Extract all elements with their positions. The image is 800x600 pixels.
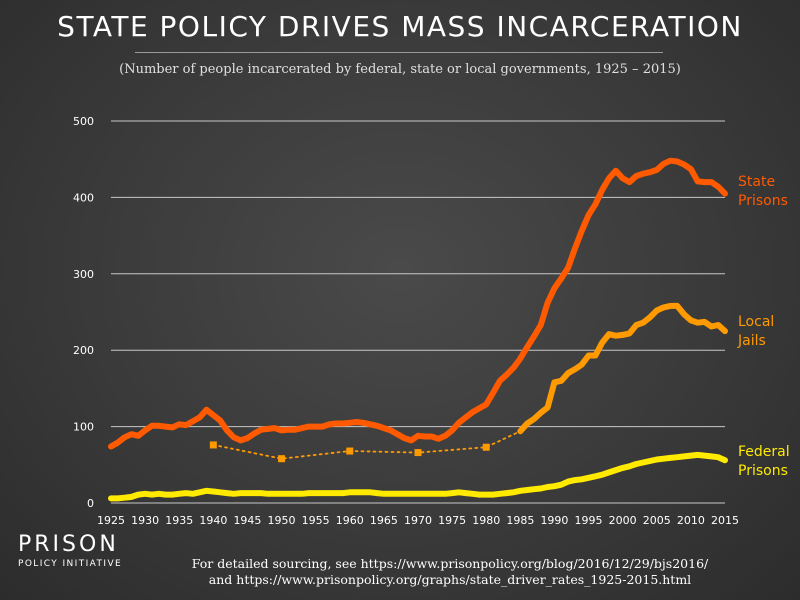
x-tick-label: 1925	[97, 514, 125, 527]
chart-title: STATE POLICY DRIVES MASS INCARCERATION	[57, 10, 743, 43]
series-lines	[108, 157, 728, 502]
logo-sub-text: POLICY INITIATIVE	[18, 559, 123, 569]
prison-policy-initiative-logo: PRISON POLICY INITIATIVE	[18, 532, 122, 570]
local-jails-marker	[346, 447, 354, 455]
x-tick-label: 1960	[336, 514, 364, 527]
title-divider	[135, 52, 663, 53]
series-label-federal-prisons: Federal	[738, 444, 790, 460]
local-jails-marker	[482, 443, 490, 451]
y-tick-label: 100	[73, 421, 94, 434]
y-axis-ticks: 0 100 200 300 400 500	[73, 115, 94, 510]
series-line-local-jails	[517, 302, 728, 435]
y-tick-label: 200	[73, 344, 94, 357]
x-tick-label: 2000	[609, 514, 637, 527]
x-tick-label: 1985	[506, 514, 534, 527]
y-tick-label: 0	[87, 497, 94, 510]
series-line-state-prisons	[108, 157, 728, 450]
series-label-local-jails: Local	[738, 314, 774, 330]
x-axis-ticks: 1925 1930 1935 1940 1945 1950 1955 1960 1965 1970…	[97, 514, 739, 527]
chart-subtitle: (Number of people incarcerated by federa…	[119, 62, 681, 77]
x-tick-label: 1980	[472, 514, 500, 527]
x-tick-label: 1990	[540, 514, 568, 527]
x-tick-label: 1970	[404, 514, 432, 527]
x-tick-label: 1940	[199, 514, 227, 527]
x-tick-label: 1965	[370, 514, 398, 527]
local-jails-marker	[414, 449, 422, 457]
x-tick-label: 1955	[302, 514, 330, 527]
x-tick-label: 1995	[575, 514, 603, 527]
x-tick-label: 2010	[677, 514, 705, 527]
source-line-2: and https://www.prisonpolicy.org/graphs/…	[208, 572, 692, 587]
grid-lines	[111, 120, 725, 504]
series-labels: State Prisons Local Jails Federal Prisons	[737, 174, 790, 479]
series-label-federal-prisons: Prisons	[738, 463, 788, 479]
logo-main-text: PRISON	[18, 532, 119, 557]
x-tick-label: 1975	[438, 514, 466, 527]
source-line-1: For detailed sourcing, see https://www.p…	[191, 556, 709, 571]
series-line-federal-prisons	[108, 451, 728, 502]
x-tick-label: 1945	[233, 514, 261, 527]
series-label-state-prisons: State	[738, 174, 775, 190]
source-note: For detailed sourcing, see https://www.p…	[170, 556, 730, 588]
x-tick-label: 1950	[268, 514, 296, 527]
x-tick-label: 2015	[711, 514, 739, 527]
local-jails-marker	[278, 455, 286, 463]
local-jails-marker	[209, 441, 217, 449]
y-tick-label: 300	[73, 268, 94, 281]
x-tick-label: 2005	[643, 514, 671, 527]
y-tick-label: 500	[73, 115, 94, 128]
series-label-local-jails: Jails	[737, 333, 766, 349]
y-tick-label: 400	[73, 191, 94, 204]
x-tick-label: 1935	[165, 514, 193, 527]
series-line-local-jails-early	[212, 430, 522, 460]
series-label-state-prisons: Prisons	[738, 193, 788, 209]
x-tick-label: 1930	[131, 514, 159, 527]
